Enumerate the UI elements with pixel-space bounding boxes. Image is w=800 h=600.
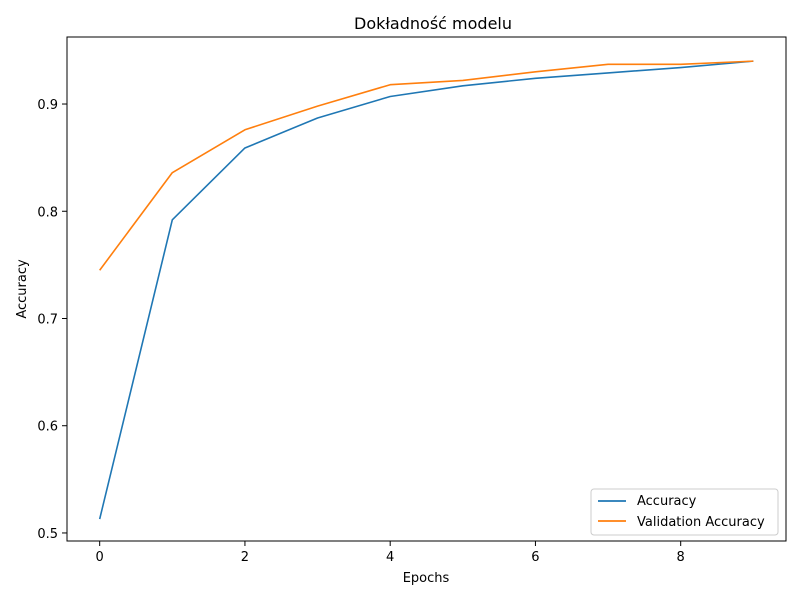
x-tick-label: 8 [677, 550, 685, 565]
x-axis-label: Epochs [403, 571, 450, 586]
legend-label-validation-accuracy: Validation Accuracy [637, 515, 765, 530]
y-tick-label: 0.6 [37, 420, 58, 435]
legend-box [590, 488, 779, 536]
plot-area: 0 2 4 6 8 0.5 0.6 0.7 0.8 0.9 [37, 36, 787, 565]
y-tick-label: 0.8 [37, 205, 58, 220]
x-tick-label: 6 [531, 550, 539, 565]
legend: Accuracy Validation Accuracy [590, 488, 779, 536]
x-tick-label: 2 [241, 550, 249, 565]
series-line-1 [99, 60, 754, 271]
y-axis-ticks: 0.5 0.6 0.7 0.8 0.9 [37, 98, 67, 542]
x-axis-ticks: 0 2 4 6 8 [96, 541, 685, 565]
y-axis-label: Accuracy [15, 259, 30, 319]
series-layer [98, 60, 754, 520]
series-line-0 [98, 60, 754, 520]
y-tick-label: 0.9 [37, 98, 58, 113]
legend-label-accuracy: Accuracy [637, 494, 697, 509]
plot-frame [66, 36, 787, 542]
chart-title: Dokładność modelu [354, 14, 512, 33]
x-tick-label: 4 [386, 550, 394, 565]
x-tick-label: 0 [96, 550, 104, 565]
y-tick-label: 0.7 [37, 312, 58, 327]
y-tick-label: 0.5 [37, 527, 58, 542]
